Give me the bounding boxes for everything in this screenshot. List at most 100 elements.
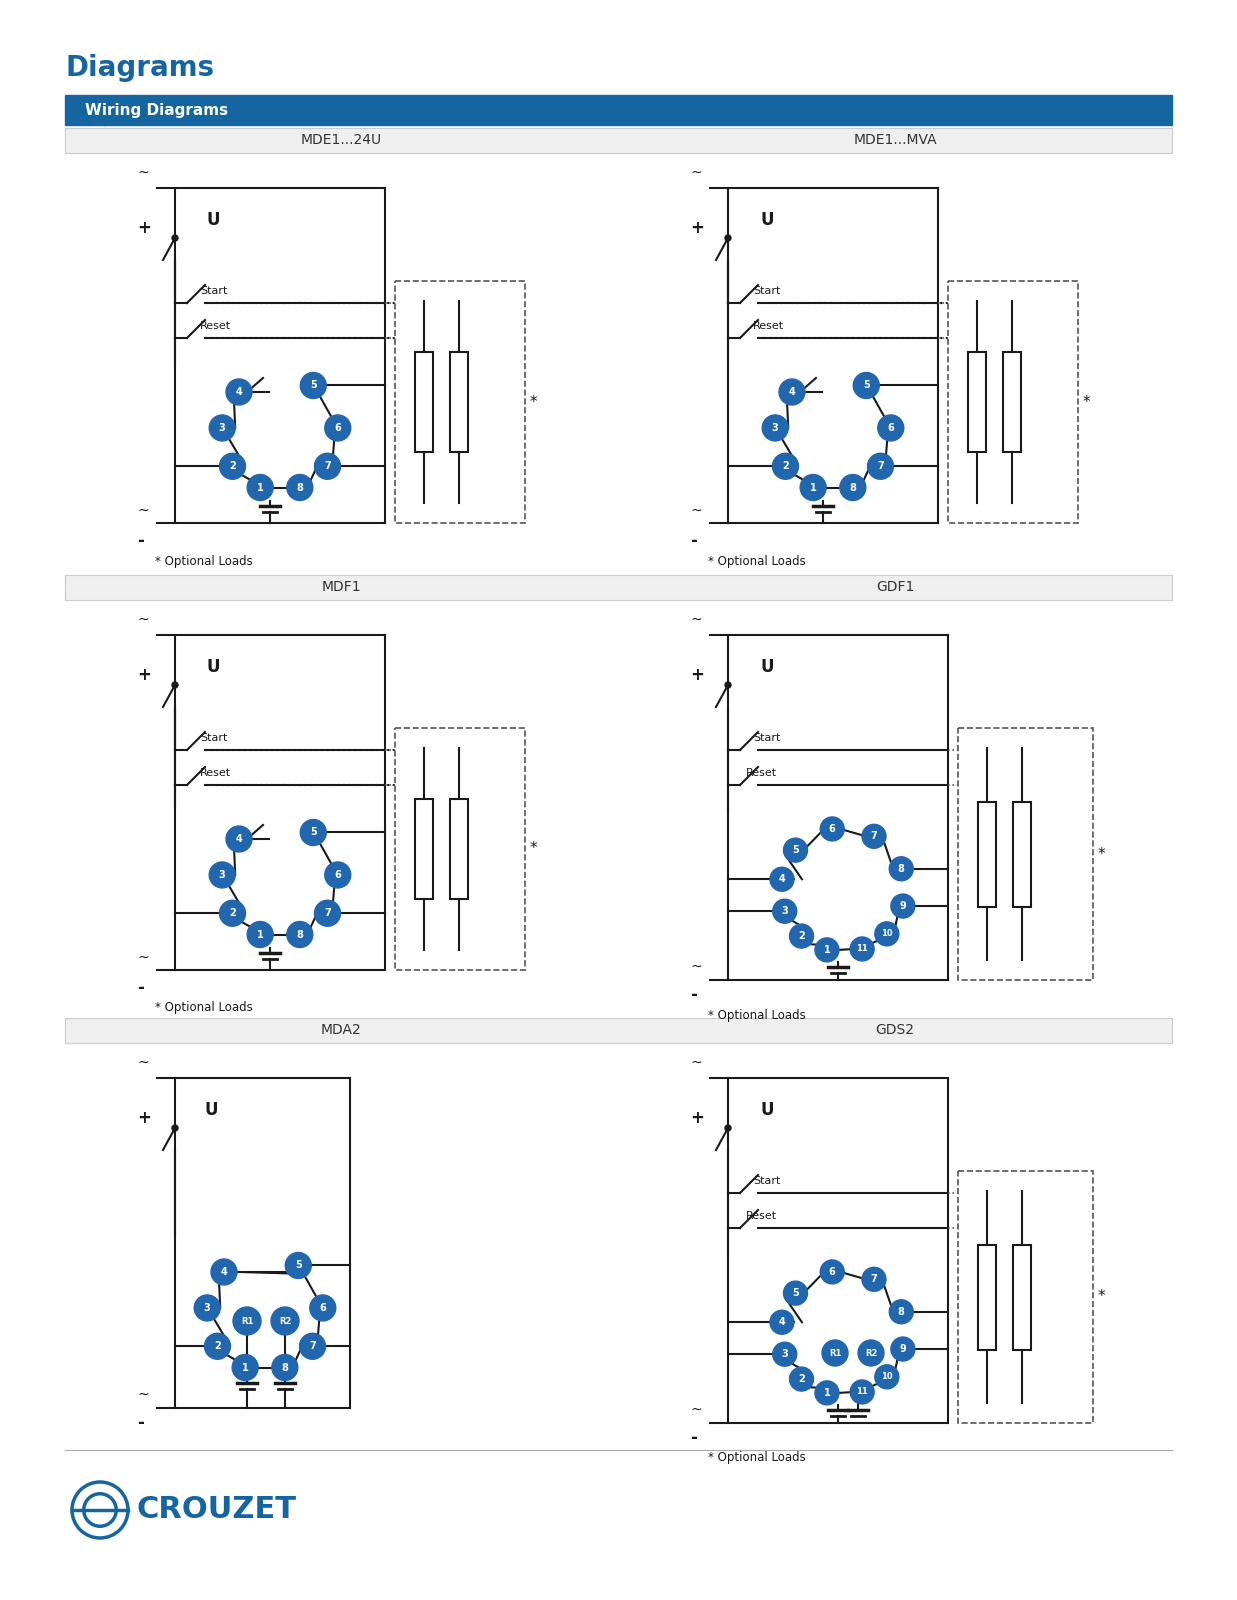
Text: 4: 4 <box>220 1267 228 1277</box>
Bar <box>978 802 996 907</box>
Text: U: U <box>760 658 773 675</box>
Text: *: * <box>1098 846 1106 861</box>
Text: 4: 4 <box>778 874 785 885</box>
Circle shape <box>823 1341 849 1366</box>
Circle shape <box>272 1355 298 1381</box>
Text: 7: 7 <box>309 1341 315 1352</box>
Text: Start: Start <box>200 286 228 296</box>
Text: 2: 2 <box>798 931 805 941</box>
Bar <box>969 352 986 451</box>
Text: 7: 7 <box>871 1274 877 1285</box>
Circle shape <box>889 856 913 880</box>
Circle shape <box>725 1125 731 1131</box>
Circle shape <box>247 475 273 501</box>
Text: 1: 1 <box>824 1387 830 1398</box>
Circle shape <box>247 922 273 947</box>
Text: ~: ~ <box>690 504 701 518</box>
Circle shape <box>301 819 327 845</box>
Text: 7: 7 <box>324 909 330 918</box>
Circle shape <box>769 1310 794 1334</box>
Circle shape <box>172 235 178 242</box>
Circle shape <box>862 824 886 848</box>
Text: +: + <box>137 219 151 237</box>
Circle shape <box>212 1259 238 1285</box>
Text: Diagrams: Diagrams <box>66 54 214 82</box>
Text: ~: ~ <box>137 1056 148 1070</box>
Text: *: * <box>529 842 538 856</box>
Text: U: U <box>205 1101 219 1118</box>
Circle shape <box>314 901 340 926</box>
Text: ~: ~ <box>690 960 701 974</box>
Text: *: * <box>1084 395 1091 410</box>
Text: -: - <box>690 1429 696 1446</box>
Circle shape <box>309 1294 335 1322</box>
Text: 7: 7 <box>871 832 877 842</box>
Circle shape <box>840 475 866 501</box>
Text: 5: 5 <box>792 845 799 854</box>
Text: * Optional Loads: * Optional Loads <box>708 1008 805 1021</box>
Circle shape <box>233 1355 259 1381</box>
Circle shape <box>779 379 805 405</box>
Text: ~: ~ <box>690 613 701 627</box>
Text: 6: 6 <box>334 422 341 434</box>
Bar <box>978 1245 996 1350</box>
Circle shape <box>233 1307 261 1334</box>
Text: 2: 2 <box>229 461 236 472</box>
Text: 9: 9 <box>899 901 907 910</box>
Text: 11: 11 <box>856 1387 868 1397</box>
Text: ~: ~ <box>690 1056 701 1070</box>
Circle shape <box>783 1282 808 1306</box>
Text: MDF1: MDF1 <box>322 579 361 594</box>
Text: 10: 10 <box>881 1373 893 1381</box>
Text: R2: R2 <box>865 1349 877 1357</box>
Circle shape <box>789 925 814 949</box>
Text: 2: 2 <box>229 909 236 918</box>
Text: 6: 6 <box>887 422 894 434</box>
Bar <box>66 128 1171 154</box>
Text: -: - <box>137 1414 143 1432</box>
Text: ~: ~ <box>137 504 148 518</box>
Text: *: * <box>529 395 538 410</box>
Bar <box>450 352 468 451</box>
Text: 4: 4 <box>235 387 242 397</box>
Text: 2: 2 <box>798 1374 805 1384</box>
Text: R1: R1 <box>241 1317 254 1325</box>
Circle shape <box>725 235 731 242</box>
Circle shape <box>226 826 252 851</box>
Circle shape <box>286 1253 312 1278</box>
Circle shape <box>773 1342 797 1366</box>
Bar <box>414 798 433 899</box>
Text: ~: ~ <box>137 950 148 965</box>
Circle shape <box>209 862 235 888</box>
Text: 3: 3 <box>204 1302 210 1314</box>
Circle shape <box>815 938 839 962</box>
Text: 5: 5 <box>294 1261 302 1270</box>
Circle shape <box>219 901 245 926</box>
Text: ~: ~ <box>137 1387 148 1402</box>
Text: 5: 5 <box>310 827 317 837</box>
Circle shape <box>762 414 788 442</box>
Bar <box>66 94 1171 125</box>
Text: R1: R1 <box>829 1349 841 1357</box>
Text: 1: 1 <box>257 930 263 939</box>
Circle shape <box>867 453 893 480</box>
Text: MDA2: MDA2 <box>320 1022 361 1037</box>
Circle shape <box>325 862 351 888</box>
Text: 1: 1 <box>257 483 263 493</box>
Text: U: U <box>760 1101 773 1118</box>
Text: 8: 8 <box>850 483 856 493</box>
Text: 8: 8 <box>898 1307 904 1317</box>
Text: ~: ~ <box>690 1403 701 1418</box>
Circle shape <box>725 682 731 688</box>
Circle shape <box>875 1365 899 1389</box>
Text: 6: 6 <box>829 824 836 834</box>
Text: +: + <box>137 1109 151 1126</box>
Text: Start: Start <box>753 1176 781 1186</box>
Text: -: - <box>690 531 696 550</box>
Text: 6: 6 <box>829 1267 836 1277</box>
Text: 7: 7 <box>877 461 884 472</box>
Text: 5: 5 <box>863 381 870 390</box>
Circle shape <box>301 373 327 398</box>
Bar <box>66 574 1171 600</box>
Circle shape <box>773 899 797 923</box>
